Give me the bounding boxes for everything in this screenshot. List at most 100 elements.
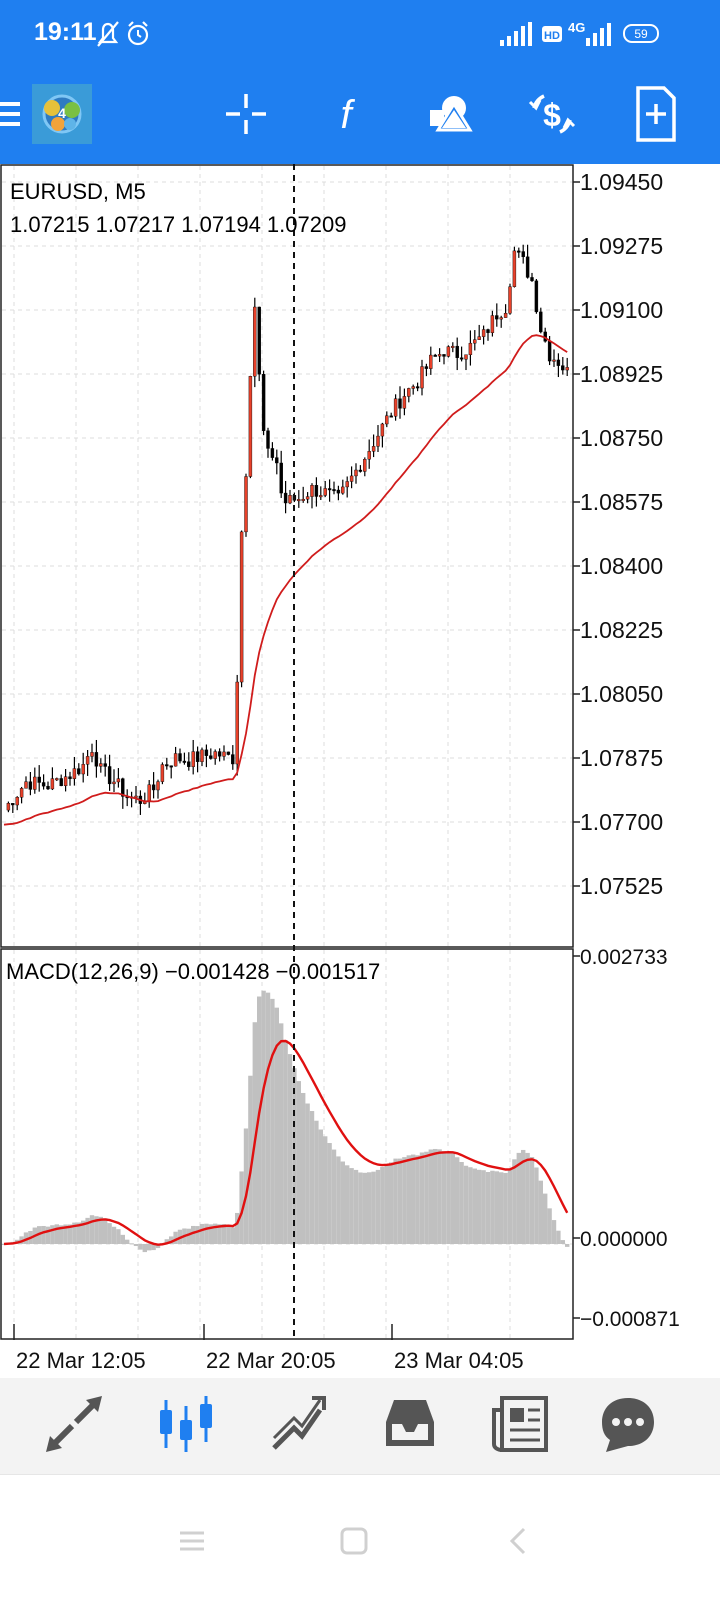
candle-body — [547, 341, 552, 362]
home-icon[interactable] — [334, 1521, 374, 1561]
back-icon[interactable] — [498, 1521, 538, 1561]
candle-body — [28, 781, 33, 790]
signal-icon — [500, 22, 532, 46]
candle-body — [530, 277, 534, 282]
macd-bar — [41, 1225, 46, 1244]
candle-body — [15, 797, 19, 806]
macd-bar — [525, 1152, 530, 1244]
macd-bar — [459, 1162, 464, 1244]
macd-bar — [89, 1215, 95, 1244]
macd-bar — [481, 1170, 486, 1244]
macd-bar — [419, 1152, 425, 1244]
candle-body — [389, 415, 393, 418]
candle-body — [270, 448, 275, 458]
candle-body — [402, 396, 407, 409]
messages-tab-icon[interactable] — [596, 1392, 660, 1456]
crosshair-icon[interactable] — [214, 82, 278, 146]
macd-bar — [248, 1075, 253, 1244]
svg-text:f: f — [340, 93, 355, 137]
candle-body — [165, 764, 169, 767]
macd-bar — [133, 1244, 139, 1247]
indicators-icon[interactable]: f — [314, 82, 378, 146]
quotes-icon[interactable] — [42, 1392, 106, 1456]
candle-body — [41, 782, 46, 787]
candle-body — [407, 388, 411, 397]
candle-body — [107, 766, 112, 785]
price-chart[interactable]: 1.09450 1.09275 1.09100 1.08925 1.08750 1.085… — [0, 164, 720, 1378]
candle-body — [191, 751, 195, 767]
candle-body — [178, 753, 182, 762]
trade-tab-icon[interactable] — [266, 1392, 330, 1456]
price-tick-label: 1.08750 — [580, 425, 663, 451]
macd-signal-line — [3, 1039, 569, 1246]
candle-body — [437, 354, 442, 357]
chart-tab-icon[interactable] — [154, 1392, 218, 1456]
candle-body — [63, 776, 68, 787]
recents-icon[interactable] — [172, 1521, 212, 1561]
system-navigation-bar — [0, 1474, 720, 1601]
macd-bar — [169, 1236, 174, 1244]
macd-bar — [213, 1223, 218, 1244]
candle-body — [6, 803, 11, 811]
macd-bar — [151, 1244, 156, 1251]
candle-body — [90, 752, 94, 757]
macd-bar — [204, 1223, 209, 1244]
macd-bar — [331, 1149, 337, 1244]
macd-bar — [318, 1129, 323, 1244]
macd-bar — [529, 1156, 535, 1244]
macd-bar — [164, 1239, 169, 1244]
macd-frame — [0, 948, 574, 1340]
candle-body — [182, 760, 187, 763]
macd-bar — [556, 1230, 561, 1244]
svg-text:59: 59 — [634, 27, 648, 41]
candle-body — [68, 776, 72, 780]
main-plot — [3, 244, 569, 826]
candle-body — [160, 764, 165, 782]
macd-bar — [411, 1154, 416, 1244]
candle-body — [103, 763, 107, 767]
candle-body — [481, 329, 486, 337]
candle-body — [446, 346, 451, 357]
macd-bar — [551, 1220, 557, 1244]
news-tab-icon[interactable] — [490, 1392, 554, 1456]
time-tick-label: 22 Mar 20:05 — [206, 1348, 336, 1373]
chart-area[interactable]: 1.09450 1.09275 1.09100 1.08925 1.08750 1.085… — [0, 164, 720, 1378]
macd-bar — [111, 1226, 117, 1244]
macd-bar — [98, 1216, 103, 1244]
candle-body — [248, 376, 253, 477]
top-toolbar: 4 f $ — [0, 68, 720, 164]
macd-tick-label: −0.000871 — [580, 1308, 680, 1331]
battery-icon: 59 — [623, 24, 659, 43]
menu-icon[interactable] — [0, 82, 24, 146]
candle-body — [341, 486, 345, 494]
candle-body — [411, 386, 415, 389]
candle-body — [195, 751, 200, 762]
macd-bar — [362, 1172, 367, 1244]
trade-icon[interactable]: $ — [520, 82, 584, 146]
candle-body — [371, 446, 376, 452]
candle-body — [213, 751, 217, 759]
macd-bar — [301, 1092, 306, 1244]
app-logo-icon[interactable]: 4 — [30, 82, 94, 146]
macd-bar — [296, 1081, 301, 1244]
bell-off-icon — [97, 21, 119, 47]
candle-body — [358, 469, 363, 472]
macd-bar — [446, 1151, 451, 1244]
macd-bar — [309, 1111, 315, 1244]
candle-body — [517, 250, 521, 253]
history-tab-icon[interactable] — [378, 1392, 442, 1456]
candle-body — [279, 462, 283, 494]
macd-bar — [371, 1171, 376, 1244]
svg-text:4G: 4G — [568, 20, 585, 35]
price-tick-label: 1.08400 — [580, 553, 663, 579]
macd-bar — [1, 1244, 7, 1245]
macd-bar — [54, 1224, 59, 1244]
objects-icon[interactable] — [418, 82, 482, 146]
candle-body — [33, 776, 37, 790]
macd-bar — [389, 1162, 394, 1244]
macd-bar — [226, 1224, 231, 1244]
new-order-icon[interactable] — [624, 82, 688, 146]
candle-body — [561, 365, 565, 371]
price-tick-label: 1.08925 — [580, 361, 663, 387]
candle-body — [451, 345, 455, 348]
